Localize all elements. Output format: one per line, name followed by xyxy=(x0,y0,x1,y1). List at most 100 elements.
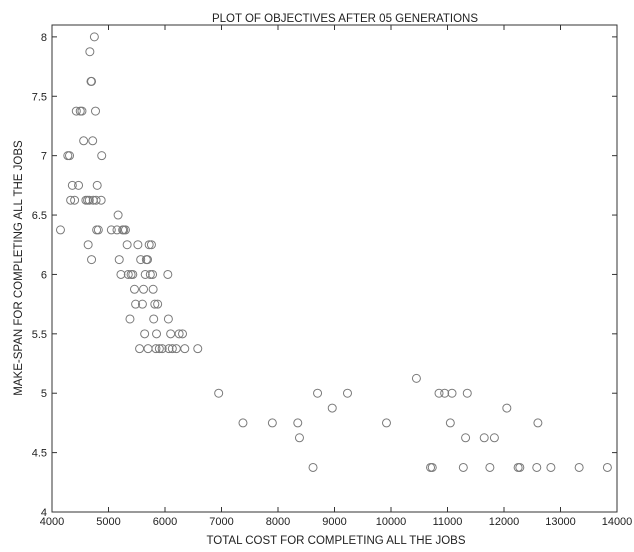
data-point xyxy=(502,403,512,413)
x-axis: 4000 5000 6000 7000 8000 9000 10000 11000 12000 1… xyxy=(40,25,633,528)
data-point xyxy=(87,76,97,86)
data-point xyxy=(131,299,141,309)
data-point xyxy=(55,225,65,235)
data-point xyxy=(116,269,126,279)
data-point xyxy=(150,299,160,309)
y-tick-label: 7.5 xyxy=(32,91,47,103)
data-point xyxy=(93,225,103,235)
data-point xyxy=(88,136,98,146)
data-point xyxy=(71,106,81,116)
data-point xyxy=(411,373,421,383)
data-point xyxy=(327,403,337,413)
data-point xyxy=(85,47,95,57)
data-point xyxy=(308,462,318,472)
data-point xyxy=(83,240,93,250)
x-axis-label: TOTAL COST FOR COMPLETING ALL THE JOBS xyxy=(206,535,465,547)
data-point xyxy=(214,388,224,398)
data-point xyxy=(164,344,174,354)
y-axis-label: MAKE-SPAN FOR COMPLETING ALL THE JOBS xyxy=(13,140,25,396)
data-point xyxy=(163,314,173,324)
data-point xyxy=(120,225,130,235)
data-point xyxy=(178,329,188,339)
x-tick-label: 14000 xyxy=(602,516,633,528)
data-point xyxy=(66,195,76,205)
x-tick-label: 8000 xyxy=(266,516,290,528)
data-point xyxy=(445,418,455,428)
data-point xyxy=(139,284,149,294)
data-point xyxy=(238,418,248,428)
data-point xyxy=(79,136,89,146)
plot-area-frame xyxy=(51,24,618,513)
data-point xyxy=(140,329,150,339)
data-point xyxy=(140,269,150,279)
data-point xyxy=(142,255,152,265)
data-point xyxy=(135,344,145,354)
data-point xyxy=(174,329,184,339)
data-point xyxy=(157,344,167,354)
data-point xyxy=(447,388,457,398)
data-point xyxy=(129,284,139,294)
y-tick-label: 5 xyxy=(41,388,47,400)
data-point xyxy=(70,195,80,205)
x-tick-label: 5000 xyxy=(96,516,120,528)
data-point xyxy=(546,462,556,472)
y-tick-label: 6.5 xyxy=(32,210,47,222)
data-point xyxy=(97,151,107,161)
data-point xyxy=(153,299,163,309)
x-tick-label: 9000 xyxy=(322,516,346,528)
data-point xyxy=(92,180,102,190)
data-point xyxy=(458,462,468,472)
data-point xyxy=(440,388,450,398)
y-tick-label: 5.5 xyxy=(32,329,47,341)
y-tick-label: 7 xyxy=(41,151,47,163)
data-point xyxy=(122,240,132,250)
data-point xyxy=(462,388,472,398)
data-point xyxy=(148,269,158,279)
data-point xyxy=(65,151,75,161)
data-point xyxy=(461,433,471,443)
x-tick-label: 12000 xyxy=(489,516,520,528)
data-point xyxy=(123,269,133,279)
x-tick-label: 4000 xyxy=(40,516,64,528)
data-point xyxy=(145,269,155,279)
y-axis: 4 4.5 5 5.5 6 6.5 7 7.5 8 xyxy=(32,32,617,519)
data-points xyxy=(55,32,612,472)
data-point xyxy=(313,388,323,398)
data-point xyxy=(515,462,525,472)
x-tick-label: 7000 xyxy=(209,516,233,528)
data-point xyxy=(113,210,123,220)
data-point xyxy=(149,314,159,324)
data-point xyxy=(166,329,176,339)
data-point xyxy=(114,255,124,265)
data-point xyxy=(106,225,116,235)
data-point xyxy=(267,418,277,428)
y-tick-label: 4.5 xyxy=(32,448,47,460)
data-point xyxy=(427,462,437,472)
data-point xyxy=(91,106,101,116)
data-point xyxy=(434,388,444,398)
data-point xyxy=(163,269,173,279)
data-point xyxy=(180,344,190,354)
data-point xyxy=(67,180,77,190)
data-point xyxy=(602,462,612,472)
data-point xyxy=(533,418,543,428)
y-tick-label: 4 xyxy=(41,507,47,519)
data-point xyxy=(342,388,352,398)
data-point xyxy=(144,240,154,250)
y-tick-label: 6 xyxy=(41,269,47,281)
data-point xyxy=(125,314,135,324)
data-point xyxy=(294,433,304,443)
data-point xyxy=(167,344,177,354)
data-point xyxy=(293,418,303,428)
data-point xyxy=(133,240,143,250)
y-tick-label: 8 xyxy=(41,32,47,44)
data-point xyxy=(148,284,158,294)
x-tick-label: 6000 xyxy=(153,516,177,528)
data-point xyxy=(96,195,106,205)
data-point xyxy=(91,195,101,205)
data-point xyxy=(128,269,138,279)
data-point xyxy=(152,329,162,339)
data-point xyxy=(87,255,97,265)
x-tick-label: 11000 xyxy=(433,516,463,528)
